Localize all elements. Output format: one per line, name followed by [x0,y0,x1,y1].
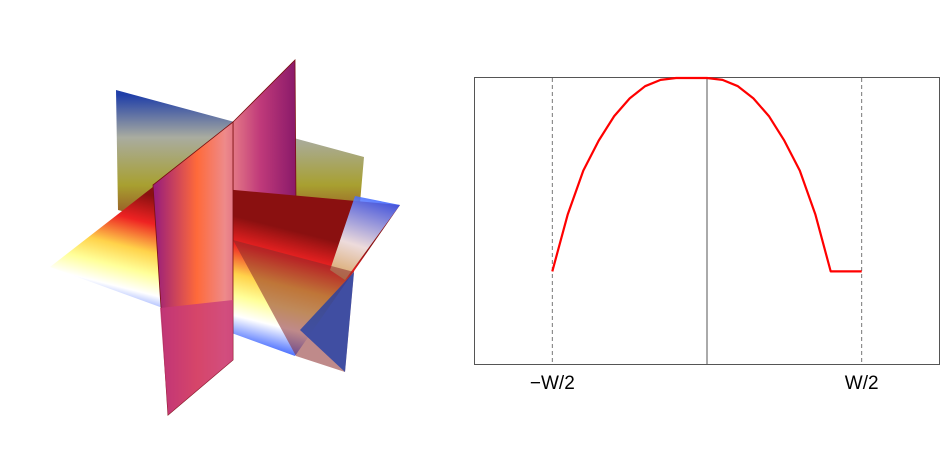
reference-lines [551,78,863,364]
horizontal-plane-right-edge [330,196,400,280]
cross-planes-illustration [50,59,400,416]
frontal-plane-lower-edge [300,272,354,372]
series-marks [551,76,862,273]
sagittal-plane-lower [160,300,233,415]
x-tick-label-1: W/2 [845,373,879,394]
x-tick-label-0: −W/2 [530,373,575,394]
series-line-0 [551,76,862,273]
profile-plot: −W/2 W/2 [474,76,940,394]
x-tick-labels: −W/2 W/2 [530,373,879,394]
